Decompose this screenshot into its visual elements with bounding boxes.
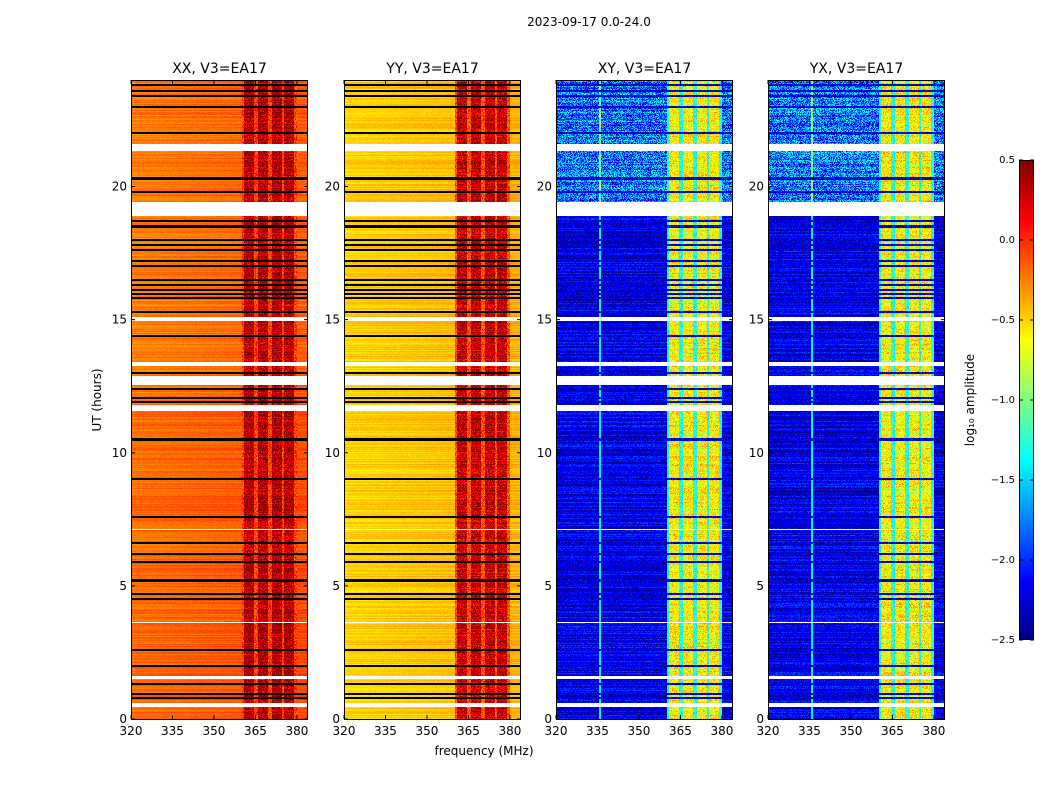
colorbar-tick-label: 0.0 xyxy=(999,235,1015,246)
y-tick-label: 15 xyxy=(325,313,340,327)
panel-title: XX, V3=EA17 xyxy=(172,61,267,77)
y-tick-label: 5 xyxy=(119,579,127,593)
x-tick-label: 365 xyxy=(244,724,267,738)
y-tick-label: 15 xyxy=(537,313,552,327)
colorbar-tick-label: 0.5 xyxy=(999,155,1015,166)
colorbar-tick-label: −1.0 xyxy=(991,395,1015,406)
colorbar-tick-label: −2.5 xyxy=(991,635,1015,646)
y-tick-label: 0 xyxy=(332,712,340,726)
colorbar-tick-label: −0.5 xyxy=(991,315,1015,326)
y-tick-label: 10 xyxy=(325,446,340,460)
axes-frame xyxy=(344,80,521,720)
heatmap-yy xyxy=(344,80,521,719)
y-tick-label: 20 xyxy=(112,180,127,194)
x-tick-label: 350 xyxy=(203,724,226,738)
x-axis-label: frequency (MHz) xyxy=(434,744,533,758)
x-tick-label: 350 xyxy=(628,724,651,738)
x-tick-label: 380 xyxy=(922,724,945,738)
y-tick-label: 15 xyxy=(112,313,127,327)
heatmap-xy xyxy=(556,80,733,719)
axes-frame xyxy=(556,80,733,720)
x-tick-label: 350 xyxy=(416,724,439,738)
x-tick-label: 320 xyxy=(545,724,568,738)
x-tick-label: 320 xyxy=(757,724,780,738)
y-tick-label: 15 xyxy=(749,313,764,327)
x-tick-label: 320 xyxy=(120,724,143,738)
x-tick-label: 335 xyxy=(798,724,821,738)
panel-title: YY, V3=EA17 xyxy=(385,61,478,77)
colorbar xyxy=(1019,160,1034,640)
y-tick-label: 10 xyxy=(749,446,764,460)
x-tick-label: 350 xyxy=(840,724,863,738)
y-tick-label: 20 xyxy=(749,180,764,194)
y-tick-label: 5 xyxy=(332,579,340,593)
x-tick-label: 380 xyxy=(498,724,521,738)
colorbar-tick-label: −2.0 xyxy=(991,555,1015,566)
axes-frame xyxy=(768,80,945,720)
x-tick-label: 365 xyxy=(669,724,692,738)
x-tick-label: 380 xyxy=(285,724,308,738)
y-tick-label: 0 xyxy=(756,712,764,726)
x-tick-label: 335 xyxy=(586,724,609,738)
x-tick-label: 365 xyxy=(457,724,480,738)
y-tick-label: 5 xyxy=(756,579,764,593)
panel-title: YX, V3=EA17 xyxy=(809,61,904,77)
heatmap-yx xyxy=(768,80,945,719)
y-tick-label: 0 xyxy=(544,712,552,726)
figure-title: 2023-09-17 0.0-24.0 xyxy=(527,15,651,29)
y-tick-label: 5 xyxy=(544,579,552,593)
x-tick-label: 365 xyxy=(881,724,904,738)
y-tick-label: 20 xyxy=(325,180,340,194)
x-tick-label: 335 xyxy=(161,724,184,738)
x-tick-label: 335 xyxy=(374,724,397,738)
y-axis-label: UT (hours) xyxy=(90,368,104,431)
y-tick-label: 10 xyxy=(537,446,552,460)
y-tick-label: 20 xyxy=(537,180,552,194)
panel-title: XY, V3=EA17 xyxy=(598,61,692,77)
x-tick-label: 380 xyxy=(710,724,733,738)
y-tick-label: 10 xyxy=(112,446,127,460)
axes-frame xyxy=(131,80,308,720)
y-tick-label: 0 xyxy=(119,712,127,726)
x-tick-label: 320 xyxy=(333,724,356,738)
colorbar-tick-label: −1.5 xyxy=(991,475,1015,486)
heatmap-xx xyxy=(131,80,308,719)
colorbar-label: log₁₀ amplitude xyxy=(963,354,977,446)
